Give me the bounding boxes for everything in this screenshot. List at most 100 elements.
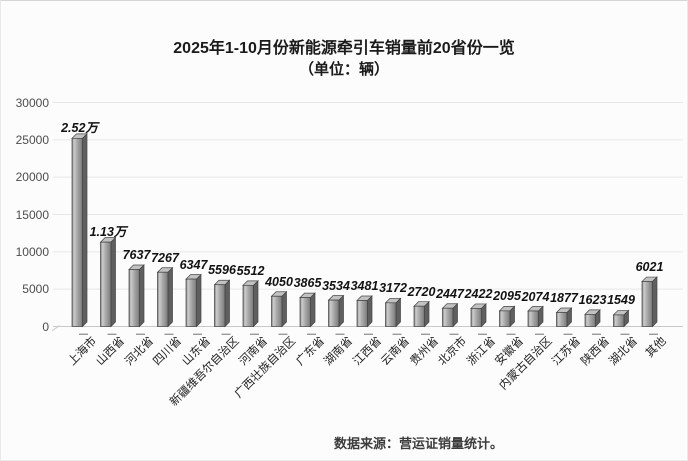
bar-湖南省 [327,294,345,328]
category-tick-mark [649,333,658,335]
bar-value-label: 5512 [236,263,265,278]
bar-face [652,276,658,328]
bar-face [167,266,173,328]
category-tick-mark [136,333,145,335]
bar-face [128,269,140,327]
bar-face [299,297,311,327]
bar-value-label: 2095 [493,289,521,304]
bar-face [527,310,539,327]
bar-内蒙古自治区 [527,305,544,328]
category-tick-mark [563,333,573,335]
bar-face [367,295,373,328]
category-tick-mark [221,333,231,335]
bar-face [356,300,368,327]
category-tick-mark [335,333,345,335]
bar-face [71,137,83,327]
bar-云南省 [384,297,402,328]
y-axis-tick-label: 5000 [22,282,49,297]
category-tick-mark [592,333,601,335]
bar-山西省 [99,236,117,328]
chart-title: 2025年1-10月份新能源牵引车销量前20省份一览 [173,40,515,57]
chart-subtitle: （单位：辆） [298,61,389,78]
bar-face [100,241,112,327]
y-axis-tick-label: 15000 [15,207,49,222]
bar-face [424,300,430,328]
bar-face [413,305,425,327]
y-axis-tick-label: 10000 [15,244,49,259]
bar-value-label: 3534 [322,278,350,293]
bar-value-label: 2447 [436,286,464,301]
bar-face [395,297,401,328]
category-tick-mark [278,333,288,335]
bar-value-label: 3481 [350,279,379,293]
bar-face [214,284,226,327]
bar-上海市 [71,132,88,328]
bar-value-label: 2074 [521,289,550,304]
bar-value-label: 2.52万 [61,120,98,135]
category-tick-mark [193,333,202,335]
y-axis-tick-label: 25000 [15,132,49,147]
bar-广西壮族自治区 [270,290,288,328]
y-axis-tick-label: 20000 [15,170,49,185]
bar-face [224,279,230,328]
bar-陕西省 [584,309,601,328]
bar-face [641,281,653,327]
bar-face [481,303,487,328]
bar-河北省 [128,264,145,328]
bar-face [242,284,254,327]
data-source-note: 数据来源：营运证销量统计。 [334,436,504,451]
category-tick-mark [506,333,516,335]
bar-face [556,312,568,327]
bar-江苏省 [555,307,573,328]
bar-北京市 [441,302,459,328]
bar-贵州省 [413,300,430,328]
bar-face [281,290,287,328]
category-tick-mark [107,333,117,335]
bar-value-label: 1.13万 [89,224,127,239]
bar-value-label: 1549 [607,293,635,308]
bar-安徽省 [498,305,516,328]
category-tick-mark [392,333,402,335]
bar-其他 [641,276,658,328]
floor-edge-line [51,325,60,332]
bar-face [328,299,340,327]
bar-山东省 [185,273,202,328]
bar-广东省 [299,292,316,328]
bar-face [139,264,145,328]
category-tick-mark [364,333,373,335]
bar-value-label: 6347 [179,257,208,272]
bar-face [196,273,202,328]
category-tick-mark [449,333,459,335]
bar-浙江省 [470,303,487,328]
bar-value-label: 6021 [635,260,664,275]
bar-value-label: 7267 [151,250,179,265]
bar-face [613,314,625,327]
bar-face [185,278,197,327]
bar-face [338,294,344,328]
bar-face [271,295,283,327]
bar-face [385,302,397,327]
bar-face [442,307,454,327]
bar-湖北省 [612,309,630,328]
category-tick-mark [307,333,316,335]
category-tick-mark [535,333,544,335]
category-tick-mark [79,333,88,335]
bar-value-label: 1623 [578,292,607,307]
bar-四川省 [156,266,174,328]
bar-河南省 [242,279,259,328]
bar-face [310,292,316,328]
bar-value-label: 4050 [265,274,293,289]
category-tick-mark [250,333,259,335]
bar-value-label: 3172 [379,281,407,296]
bar-value-label: 2422 [464,286,493,301]
y-axis-tick-label: 30000 [15,95,49,110]
bar-value-label: 2720 [407,284,436,299]
bar-value-label: 3865 [293,276,322,291]
bar-face [470,308,482,327]
bar-新疆维吾尔自治区 [213,279,231,328]
bar-value-label: 7637 [122,247,151,262]
bar-face [452,302,458,328]
bar-face [584,314,596,327]
